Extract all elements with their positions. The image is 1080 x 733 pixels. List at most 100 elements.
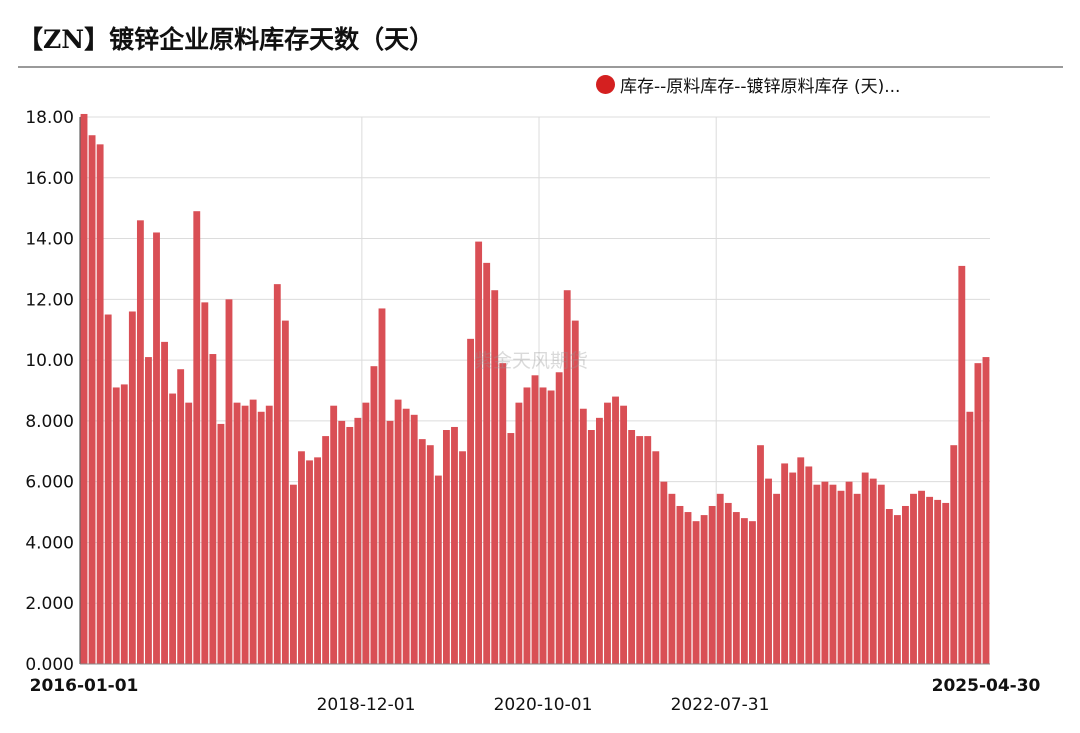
bar[interactable]: [467, 338, 475, 664]
bar[interactable]: [555, 372, 563, 664]
bar[interactable]: [684, 512, 692, 664]
bar[interactable]: [877, 484, 885, 664]
bar[interactable]: [539, 387, 547, 664]
bar[interactable]: [394, 399, 402, 664]
bar[interactable]: [88, 135, 96, 664]
bar[interactable]: [676, 505, 684, 664]
bar[interactable]: [209, 354, 217, 664]
bar[interactable]: [217, 423, 225, 664]
bar[interactable]: [459, 451, 466, 664]
bar[interactable]: [330, 405, 338, 664]
chart-legend[interactable]: 库存--原料库存--镀锌原料库存 (天)...: [596, 72, 900, 97]
bar[interactable]: [885, 509, 893, 664]
bar[interactable]: [298, 451, 305, 664]
bar[interactable]: [797, 457, 805, 664]
bar[interactable]: [668, 493, 676, 664]
bar[interactable]: [442, 430, 450, 664]
bar[interactable]: [120, 384, 128, 664]
bar[interactable]: [491, 290, 499, 664]
bar[interactable]: [177, 369, 185, 664]
bar[interactable]: [644, 436, 652, 664]
bar[interactable]: [902, 505, 909, 664]
bar[interactable]: [958, 265, 966, 664]
bar[interactable]: [950, 445, 958, 664]
bar[interactable]: [507, 433, 515, 664]
bar[interactable]: [225, 299, 233, 664]
bar[interactable]: [692, 521, 700, 664]
bar[interactable]: [652, 451, 660, 664]
bar[interactable]: [145, 357, 152, 664]
bar[interactable]: [660, 481, 668, 664]
bar[interactable]: [869, 478, 877, 664]
bar[interactable]: [410, 414, 418, 664]
bar[interactable]: [547, 390, 555, 665]
bar[interactable]: [716, 493, 724, 664]
bar[interactable]: [370, 366, 378, 664]
bar[interactable]: [265, 405, 273, 664]
bar[interactable]: [982, 357, 990, 664]
bar[interactable]: [354, 417, 362, 664]
bar[interactable]: [169, 393, 177, 664]
bar[interactable]: [910, 493, 917, 664]
bar[interactable]: [249, 399, 257, 664]
bar[interactable]: [378, 308, 386, 664]
bar[interactable]: [604, 402, 611, 664]
bar[interactable]: [426, 445, 434, 664]
bar[interactable]: [273, 284, 281, 664]
bar[interactable]: [893, 515, 901, 664]
bar[interactable]: [773, 493, 781, 664]
bar[interactable]: [531, 375, 539, 664]
bar[interactable]: [185, 402, 193, 664]
bar[interactable]: [700, 515, 708, 664]
bar[interactable]: [918, 490, 925, 664]
bar[interactable]: [153, 232, 160, 664]
bar[interactable]: [80, 113, 88, 664]
bar[interactable]: [241, 405, 249, 664]
bar[interactable]: [306, 460, 313, 664]
bar[interactable]: [104, 314, 112, 664]
bar[interactable]: [612, 396, 619, 664]
bar[interactable]: [402, 408, 410, 664]
bar[interactable]: [434, 475, 442, 664]
bar[interactable]: [934, 499, 942, 664]
bar[interactable]: [732, 512, 740, 664]
bar[interactable]: [523, 387, 531, 664]
bar[interactable]: [813, 484, 821, 664]
bar[interactable]: [193, 211, 201, 664]
bar[interactable]: [805, 466, 813, 664]
bar[interactable]: [571, 320, 579, 664]
bar[interactable]: [346, 426, 354, 664]
bar[interactable]: [757, 445, 764, 664]
bar[interactable]: [563, 290, 571, 664]
bar[interactable]: [974, 363, 982, 664]
bar[interactable]: [620, 405, 628, 664]
bar[interactable]: [322, 436, 330, 664]
bar[interactable]: [112, 387, 120, 664]
bar[interactable]: [845, 481, 853, 664]
bar[interactable]: [636, 436, 644, 664]
bar[interactable]: [821, 481, 829, 664]
bar[interactable]: [749, 521, 756, 664]
bar[interactable]: [829, 484, 837, 664]
bar[interactable]: [942, 502, 950, 664]
bar[interactable]: [314, 457, 321, 664]
bar[interactable]: [628, 430, 636, 664]
bar[interactable]: [765, 478, 772, 664]
bar[interactable]: [475, 241, 483, 664]
bar[interactable]: [451, 426, 458, 664]
bar[interactable]: [201, 302, 209, 664]
bar[interactable]: [161, 341, 168, 664]
bar[interactable]: [837, 490, 845, 664]
bar[interactable]: [499, 363, 507, 664]
bar[interactable]: [740, 518, 748, 664]
bar[interactable]: [257, 411, 265, 664]
bar[interactable]: [926, 496, 934, 664]
bar[interactable]: [386, 420, 394, 664]
bar[interactable]: [966, 411, 974, 664]
bar[interactable]: [724, 502, 732, 664]
bar[interactable]: [96, 144, 104, 665]
bar[interactable]: [789, 472, 797, 664]
bar[interactable]: [483, 262, 491, 664]
bar[interactable]: [281, 320, 289, 664]
bar[interactable]: [587, 430, 595, 664]
